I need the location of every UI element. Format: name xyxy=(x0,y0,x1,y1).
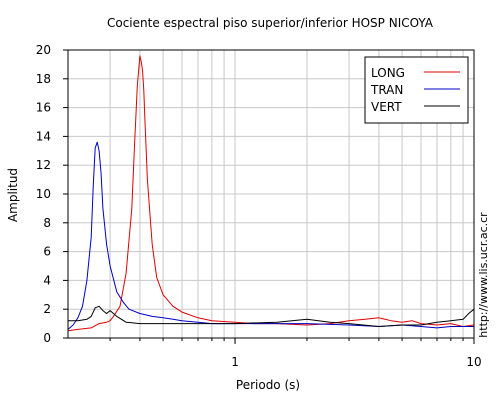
chart-title: Cociente espectral piso superior/inferio… xyxy=(107,16,434,30)
legend: LONG TRAN VERT xyxy=(364,56,469,124)
y-tick-label: 12 xyxy=(36,158,51,172)
y-tick-label: 4 xyxy=(43,273,51,287)
side-url-note: http://www.lis.ucr.ac.cr xyxy=(477,212,490,338)
legend-label-tran: TRAN xyxy=(370,83,403,97)
y-tick-label: 18 xyxy=(36,72,51,86)
series-line-long xyxy=(67,55,475,332)
x-axis-ticks: 1 10 xyxy=(109,338,482,369)
x-tick-label: 1 xyxy=(231,355,239,369)
legend-box xyxy=(364,56,469,124)
y-axis-ticks: 0 2 4 6 8 10 12 14 16 18 20 xyxy=(36,43,68,345)
legend-label-long: LONG xyxy=(371,66,405,80)
y-tick-label: 8 xyxy=(43,216,51,230)
x-tick-label: 10 xyxy=(466,355,481,369)
x-axis-label: Periodo (s) xyxy=(236,378,300,392)
y-tick-label: 0 xyxy=(43,331,51,345)
y-tick-label: 10 xyxy=(36,187,51,201)
series-line-tran xyxy=(67,141,474,330)
y-axis-label: Amplitud xyxy=(6,168,20,222)
y-tick-label: 14 xyxy=(36,129,51,143)
y-tick-label: 2 xyxy=(43,302,51,316)
legend-label-vert: VERT xyxy=(371,100,402,114)
y-tick-label: 20 xyxy=(36,43,51,57)
y-tick-label: 16 xyxy=(36,101,51,115)
series-layer xyxy=(67,55,475,332)
y-tick-label: 6 xyxy=(43,245,51,259)
series-line-vert xyxy=(68,305,475,327)
